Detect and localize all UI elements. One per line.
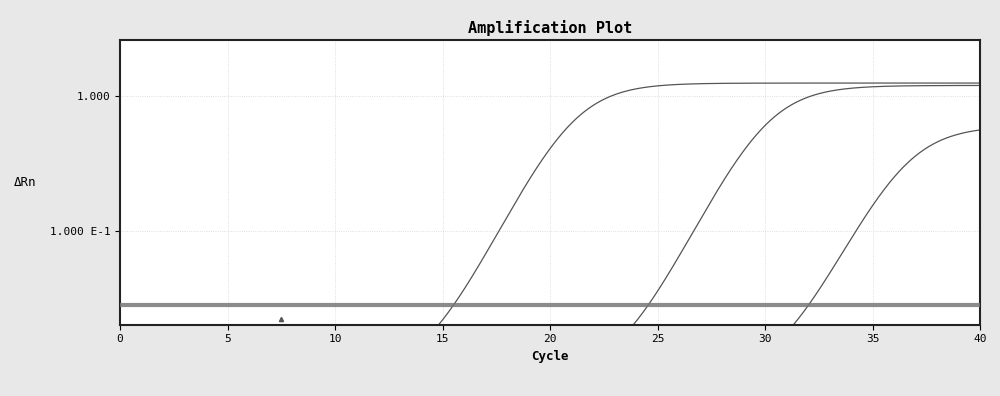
- X-axis label: Cycle: Cycle: [531, 350, 569, 363]
- Y-axis label: ΔRn: ΔRn: [13, 176, 36, 188]
- Title: Amplification Plot: Amplification Plot: [468, 20, 632, 36]
